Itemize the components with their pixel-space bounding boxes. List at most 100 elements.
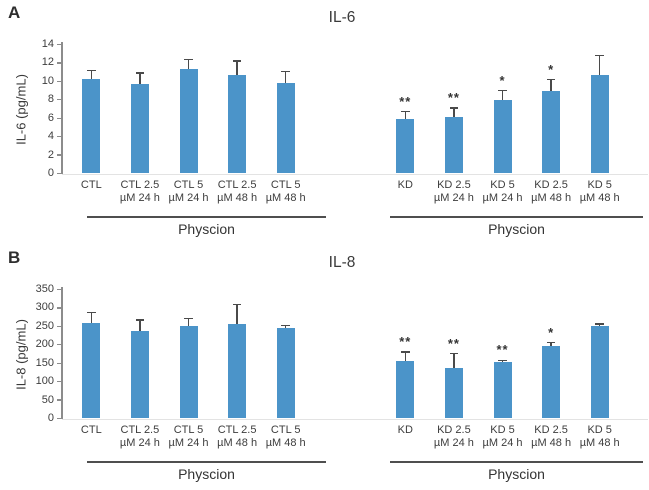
y-tick-mark (56, 288, 62, 291)
group-underline (390, 461, 643, 463)
x-tick-label: KD 2.5 µM 48 h (531, 423, 572, 450)
y-tick-label: 100 (35, 375, 54, 388)
y-tick-label: 4 (47, 130, 54, 143)
x-tick-label: CTL 2.5 µM 48 h (217, 423, 258, 450)
error-bar-cap (281, 324, 290, 326)
bar (542, 346, 561, 419)
error-bar-stem (90, 70, 92, 79)
error-bar-stem (599, 324, 601, 326)
bar (590, 74, 609, 174)
y-tick-label: 50 (41, 393, 54, 406)
panel-a: A IL-6 IL-6 (pg/mL) 0 2 4 6 8 10 12 14 CTL CTL 2.… (8, 3, 648, 237)
bar (82, 323, 101, 419)
error-bar-stem (285, 71, 287, 84)
error-bar-cap (232, 60, 242, 62)
x-tick-label: KD 2.5 µM 24 h (433, 178, 474, 205)
y-tick-mark (56, 344, 62, 346)
bar (179, 326, 198, 419)
x-tick-label: KD 2.5 µM 48 h (531, 178, 572, 205)
y-tick-label: 10 (41, 74, 54, 87)
y-tick-label: 2 (47, 148, 54, 161)
error-bar-cap (546, 341, 556, 344)
error-bar-cap (87, 311, 96, 314)
error-bar-stem (187, 59, 190, 70)
panel-b-label: B (8, 248, 21, 267)
y-tick-label: 300 (35, 301, 54, 314)
error-bar-stem (453, 108, 455, 118)
significance-marker: ** (447, 90, 460, 106)
error-bar-stem (187, 318, 190, 327)
y-tick-label: 0 (47, 412, 54, 424)
error-bar-stem (90, 312, 92, 324)
y-tick-mark (56, 43, 62, 46)
y-tick-mark (56, 307, 62, 309)
y-tick-label: 250 (35, 319, 54, 332)
y-axis-line (61, 41, 63, 175)
x-tick-label: KD (397, 178, 413, 191)
group-label: Physcion (178, 465, 235, 482)
group-label: Physcion (488, 465, 545, 482)
y-tick-label: 8 (47, 93, 54, 106)
bar (590, 325, 609, 419)
error-bar-stem (285, 325, 287, 328)
y-tick-mark (56, 62, 62, 64)
x-tick-label: KD 2.5 µM 24 h (433, 423, 474, 450)
panel-b-title: IL-8 (328, 254, 356, 271)
error-bar-stem (236, 304, 238, 324)
group-label: Physcion (178, 220, 235, 237)
bar (228, 323, 247, 419)
bar (493, 362, 512, 419)
error-bar-stem (404, 352, 406, 362)
error-bar-cap (498, 359, 507, 361)
significance-marker: ** (399, 93, 412, 109)
group-underline (87, 216, 326, 218)
y-tick-mark (56, 117, 62, 119)
y-tick-label: 12 (41, 56, 54, 69)
x-tick-label: KD 5 µM 24 h (482, 423, 523, 450)
error-bar-stem (599, 55, 601, 75)
error-bar-cap (449, 107, 459, 109)
error-bar-cap (232, 303, 242, 306)
bar (396, 119, 415, 174)
error-bar-cap (184, 317, 193, 320)
y-tick-mark (56, 154, 62, 156)
panel-b-plot-area: 0 50 100 150 200 250 300 350 CTL CTL 2.5 µM 24 h C… (0, 245, 649, 490)
x-tick-label: CTL (80, 178, 102, 191)
y-tick-label: 14 (41, 38, 54, 50)
error-bar-stem (501, 360, 504, 363)
x-tick-label: KD (397, 423, 413, 436)
x-tick-label: CTL 5 µM 24 h (168, 178, 209, 205)
bar (542, 90, 561, 174)
error-bar-cap (449, 352, 459, 355)
bar (82, 78, 101, 174)
panel-a-title: IL-6 (328, 9, 356, 26)
error-bar-stem (139, 320, 141, 332)
bar (493, 99, 512, 174)
y-tick-mark (56, 80, 62, 82)
error-bar-stem (550, 342, 552, 347)
error-bar-cap (135, 319, 145, 321)
significance-marker: * (548, 61, 555, 77)
group-underline (390, 216, 643, 218)
y-tick-mark (56, 381, 62, 383)
bar (444, 117, 463, 174)
x-tick-label: KD 5 µM 48 h (579, 423, 620, 450)
y-tick-label: 350 (35, 283, 54, 295)
y-tick-mark (56, 417, 62, 420)
x-baseline (62, 418, 648, 421)
significance-marker: * (548, 324, 555, 340)
y-tick-label: 6 (47, 111, 54, 124)
y-tick-mark (56, 99, 62, 101)
significance-marker: ** (399, 334, 412, 350)
error-bar-cap (401, 111, 410, 113)
x-tick-label: KD 5 µM 48 h (579, 178, 620, 205)
error-bar-stem (550, 79, 552, 91)
bar (276, 327, 295, 419)
error-bar-stem (404, 111, 406, 120)
y-tick-mark (56, 136, 62, 138)
significance-marker: * (499, 72, 506, 88)
error-bar-cap (87, 69, 96, 71)
error-bar-cap (595, 54, 604, 57)
y-tick-mark (56, 399, 62, 401)
